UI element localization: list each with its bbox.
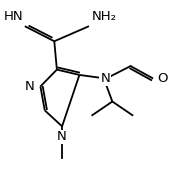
Text: N: N (24, 80, 34, 93)
Text: N: N (101, 72, 110, 85)
Text: N: N (57, 130, 67, 143)
Text: O: O (157, 72, 168, 85)
Text: NH₂: NH₂ (92, 10, 116, 23)
Text: HN: HN (4, 10, 23, 23)
